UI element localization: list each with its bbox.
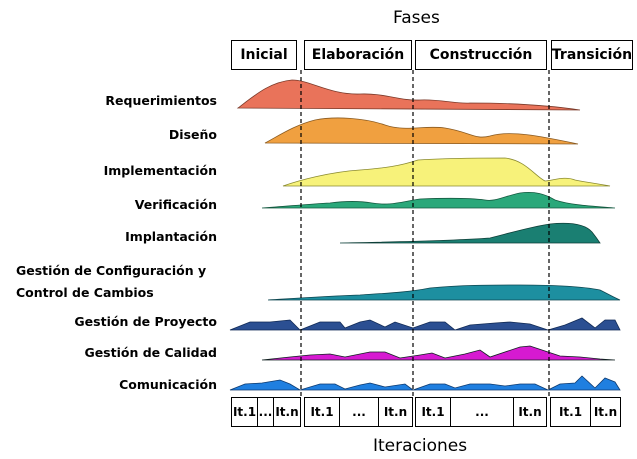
iteration-inicial-1: It.1 bbox=[231, 397, 258, 427]
iteration-construccion-ellipsis: ... bbox=[450, 397, 514, 427]
discipline-requerimientos: Requerimientos bbox=[105, 93, 217, 108]
discipline-comunicacion: Comunicación bbox=[119, 377, 217, 392]
phase-inicial: Inicial bbox=[231, 40, 297, 70]
iteration-inicial-ellipsis: ... bbox=[257, 397, 274, 427]
iteration-transicion-1: It.1 bbox=[550, 397, 591, 427]
iteration-elaboracion-1: It.1 bbox=[304, 397, 340, 427]
curve-implantacion bbox=[339, 222, 601, 244]
discipline-configuracion-line2: Control de Cambios bbox=[16, 285, 154, 300]
phase-transicion: Transición bbox=[551, 40, 633, 70]
iteraciones-label: Iteraciones bbox=[373, 436, 468, 456]
curve-calidad bbox=[261, 345, 616, 361]
curve-configuracion bbox=[267, 284, 621, 301]
curve-diseno bbox=[264, 117, 579, 145]
phase-elaboracion: Elaboración bbox=[304, 40, 412, 70]
fases-label: Fases bbox=[393, 8, 440, 28]
iteration-construccion-1: It.1 bbox=[415, 397, 451, 427]
curve-implementacion bbox=[282, 157, 611, 187]
iteration-elaboracion-ellipsis: ... bbox=[339, 397, 379, 427]
iteration-transicion-n: It.n bbox=[590, 397, 621, 427]
discipline-calidad: Gestión de Calidad bbox=[84, 345, 217, 360]
curve-comunicacion bbox=[229, 375, 621, 391]
discipline-verificacion: Verificación bbox=[134, 197, 217, 212]
discipline-proyecto: Gestión de Proyecto bbox=[74, 314, 217, 329]
curve-verificacion bbox=[261, 192, 616, 209]
iteration-construccion-n: It.n bbox=[513, 397, 547, 427]
discipline-implementacion: Implementación bbox=[103, 163, 217, 178]
discipline-implantacion: Implantación bbox=[125, 229, 217, 244]
phase-construccion: Construcción bbox=[415, 40, 547, 70]
discipline-configuracion-line1: Gestión de Configuración y bbox=[16, 263, 207, 278]
curve-proyecto bbox=[229, 317, 621, 331]
iteration-inicial-n: It.n bbox=[273, 397, 301, 427]
discipline-diseno: Diseño bbox=[168, 127, 217, 142]
curve-requerimientos bbox=[236, 79, 581, 111]
iteration-elaboracion-n: It.n bbox=[378, 397, 413, 427]
